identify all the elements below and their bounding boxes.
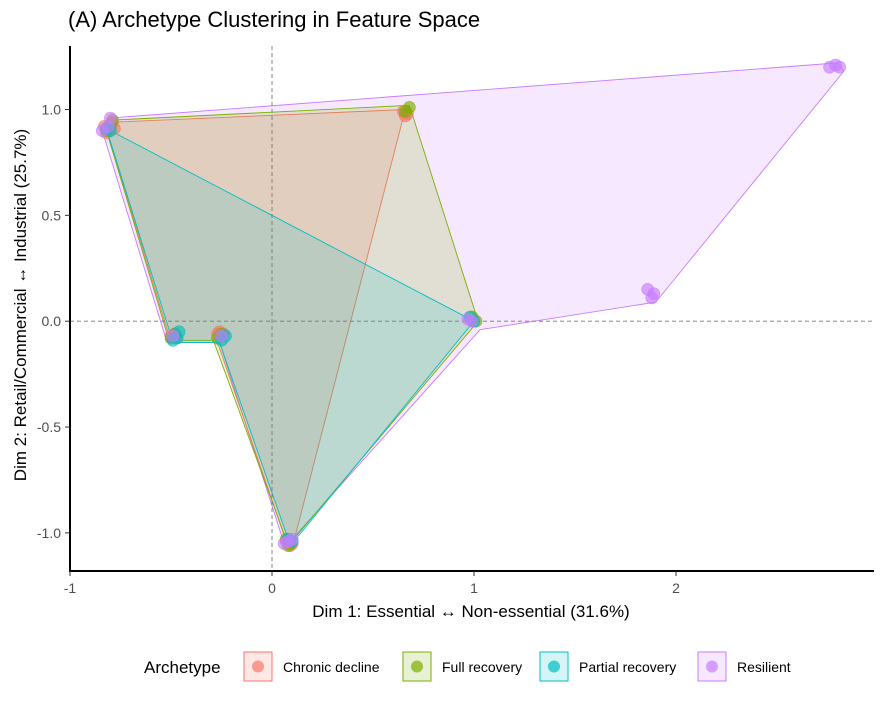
x-tick-label: 1 xyxy=(470,580,478,596)
legend-title: Archetype xyxy=(144,658,221,677)
legend-label-full-recovery: Full recovery xyxy=(442,659,522,675)
point-resilient xyxy=(104,111,117,125)
points-layer xyxy=(96,58,847,552)
legend-label-resilient: Resilient xyxy=(737,659,791,675)
legend-marker-partial-recovery xyxy=(548,660,560,673)
x-tick-label: 2 xyxy=(672,580,680,596)
point-resilient xyxy=(215,329,228,343)
point-resilient xyxy=(647,287,661,301)
hulls-layer xyxy=(101,62,845,549)
legend-marker-chronic-decline xyxy=(252,660,264,673)
x-tick-label: -1 xyxy=(64,580,77,596)
legend-label-chronic-decline: Chronic decline xyxy=(283,659,380,675)
legend-marker-full-recovery xyxy=(411,660,423,673)
point-resilient xyxy=(277,537,291,550)
legend-label-partial-recovery: Partial recovery xyxy=(579,659,676,675)
chart-title: (A) Archetype Clustering in Feature Spac… xyxy=(68,7,480,32)
x-axis-title: Dim 1: Essential ↔ Non-essential (31.6%) xyxy=(312,602,629,621)
point-resilient xyxy=(465,314,479,328)
legend-marker-resilient xyxy=(706,660,718,673)
legend: Archetype Chronic decline Full recovery Pa… xyxy=(144,651,791,682)
axes-layer: -1 0 1 2 -1.0 -0.5 0.0 0.5 1.0 xyxy=(37,46,874,596)
x-tick-label: 0 xyxy=(268,580,276,596)
y-tick-label: 0.5 xyxy=(42,207,62,223)
y-tick-label: 0.0 xyxy=(42,313,62,329)
y-tick-label: -0.5 xyxy=(37,419,61,435)
point-resilient xyxy=(166,329,180,343)
y-axis-title: Dim 2: Retail/Commercial ↔ Industrial (2… xyxy=(11,129,30,481)
point-full-recovery xyxy=(398,105,412,118)
y-tick-label: -1.0 xyxy=(37,525,61,541)
y-tick-label: 1.0 xyxy=(42,102,62,118)
point-resilient xyxy=(833,60,847,74)
